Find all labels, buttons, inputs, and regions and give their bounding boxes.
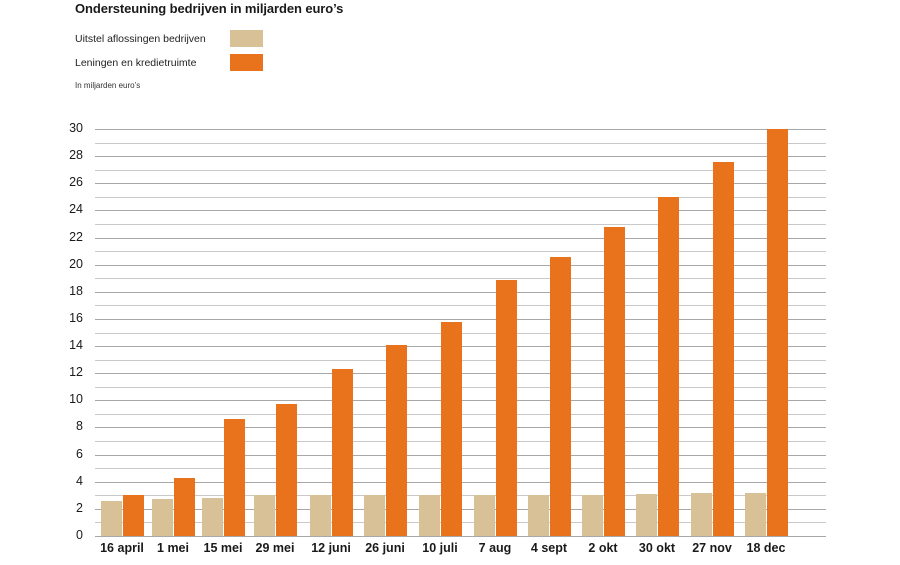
bar-leningen (276, 404, 297, 536)
plot-area: 0 2 4 6 8 10 12 14 16 18 20 22 24 26 28 30 (69, 121, 826, 542)
gridline (95, 305, 826, 307)
gridline (95, 196, 826, 198)
bar-uitstel (364, 495, 385, 536)
bar-leningen (767, 129, 788, 536)
x-tick-label: 18 dec (746, 541, 786, 555)
gridline (95, 278, 826, 280)
y-tick-label: 24 (69, 202, 83, 217)
bar-uitstel (636, 493, 657, 536)
y-tick-label: 30 (69, 121, 83, 135)
y-tick-label: 8 (76, 419, 83, 434)
x-tick-label: 2 okt (588, 541, 618, 555)
bar-uitstel (254, 495, 275, 536)
gridline (95, 183, 826, 185)
legend-item-uitstel: Uitstel aflossingen bedrijven (75, 30, 263, 47)
y-tick-label: 6 (76, 446, 83, 461)
gridline (95, 237, 826, 239)
bar-uitstel (582, 495, 603, 536)
bar-leningen (332, 369, 353, 536)
bar-leningen (658, 196, 679, 536)
x-tick-label: 26 juni (365, 541, 405, 555)
legend-item-leningen: Leningen en kredietruimte (75, 54, 263, 71)
x-tick-label: 27 nov (692, 541, 732, 555)
gridline (95, 223, 826, 225)
chart-title: Ondersteuning bedrijven in miljarden eur… (75, 1, 344, 16)
y-tick-label: 14 (69, 338, 83, 353)
y-tick-label: 28 (69, 148, 83, 163)
legend-swatch-tan (230, 30, 263, 47)
gridline (95, 169, 826, 171)
x-tick-label: 10 juli (422, 541, 458, 555)
y-tick-label: 18 (69, 283, 83, 298)
legend-label: Leningen en kredietruimte (75, 57, 197, 69)
y-tick-label: 4 (76, 473, 83, 488)
x-tick-label: 16 april (100, 541, 144, 555)
y-tick-label: 2 (76, 500, 83, 515)
gridline (95, 156, 826, 158)
bar-uitstel (745, 492, 766, 536)
x-tick-label: 12 juni (311, 541, 351, 555)
x-tick-label: 7 aug (478, 541, 512, 555)
bar-container (95, 129, 826, 536)
gridline (95, 210, 826, 212)
bar-uitstel (528, 495, 549, 536)
bar-uitstel (202, 498, 223, 536)
y-tick-label: 22 (69, 229, 83, 244)
bar-uitstel (101, 500, 122, 536)
y-tick-label: 20 (69, 256, 83, 271)
bar-uitstel (691, 492, 712, 536)
legend-swatch-orange (230, 54, 263, 71)
gridline (95, 536, 826, 537)
gridline (95, 129, 826, 130)
bar-leningen (386, 344, 407, 536)
y-tick-label: 16 (69, 310, 83, 325)
unit-note: In miljarden euro’s (75, 81, 141, 90)
bar-uitstel (419, 495, 440, 536)
bar-leningen (123, 495, 144, 536)
gridline (95, 291, 826, 293)
y-tick-label: 12 (69, 365, 83, 380)
bar-leningen (550, 256, 571, 536)
x-tick-label: 1 mei (157, 541, 189, 555)
gridline (95, 251, 826, 253)
y-tick-label: 0 (76, 528, 83, 542)
y-tick-label: 26 (69, 175, 83, 190)
bar-uitstel (310, 495, 331, 536)
y-tick-label: 10 (69, 392, 83, 407)
x-tick-label: 4 sept (530, 541, 568, 555)
x-tick-label: 15 mei (203, 541, 243, 555)
x-axis-labels: 16 april 1 mei 15 mei 29 mei 12 juni 26 juni 1… (95, 541, 826, 561)
x-tick-label: 29 mei (255, 541, 295, 555)
bar-uitstel (474, 495, 495, 536)
x-tick-label: 30 okt (638, 541, 676, 555)
bar-leningen (224, 419, 245, 536)
gridline (95, 318, 826, 320)
bar-leningen (174, 477, 195, 536)
legend-label: Uitstel aflossingen bedrijven (75, 33, 206, 45)
gridline (95, 264, 826, 266)
bar-leningen (713, 161, 734, 536)
bar-leningen (441, 321, 462, 536)
bar-uitstel (152, 499, 173, 536)
gridline (95, 142, 826, 144)
bar-leningen (496, 279, 517, 536)
bar-leningen (604, 226, 625, 536)
